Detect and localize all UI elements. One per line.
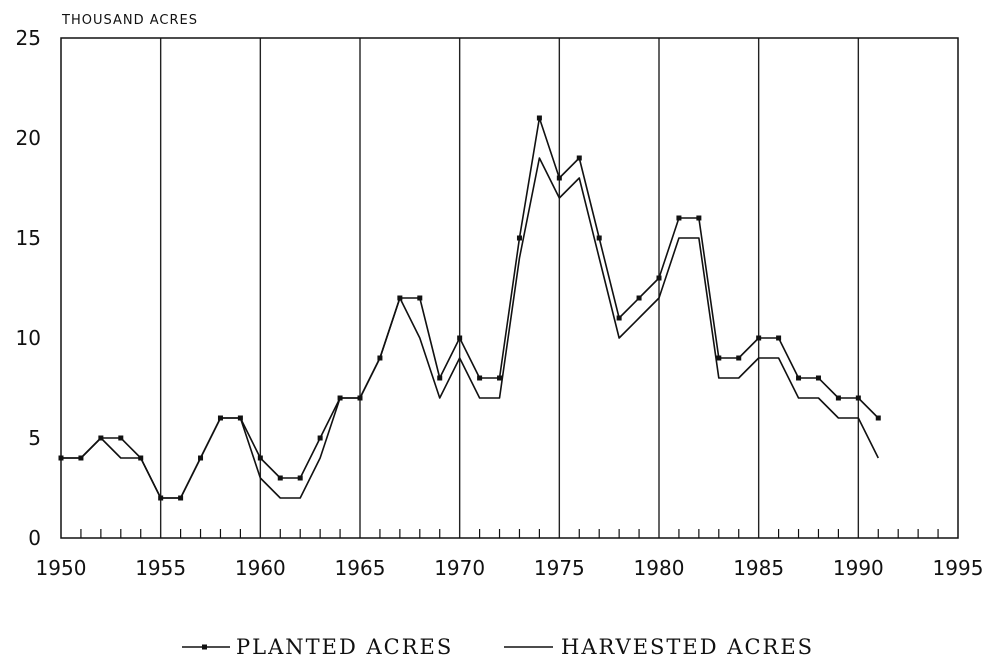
data-point-planted-acres-1982 bbox=[696, 215, 702, 221]
data-point-planted-acres-1963 bbox=[317, 435, 323, 441]
data-point-planted-acres-1988 bbox=[815, 375, 821, 381]
series-line-harvested-acres bbox=[61, 157, 879, 499]
legend-item-harvested: HARVESTED ACRES bbox=[504, 635, 814, 657]
y-tick-label-10: 10 bbox=[16, 326, 41, 350]
legend: PLANTED ACRES HARVESTED ACRES bbox=[182, 635, 814, 657]
x-tick-label-1965: 1965 bbox=[335, 556, 386, 580]
y-tick-label-20: 20 bbox=[16, 126, 41, 150]
data-point-planted-acres-1989 bbox=[835, 395, 841, 401]
y-tick-labels: 0 5 10 15 20 25 bbox=[16, 26, 41, 550]
y-axis-unit-label: THOUSAND ACRES bbox=[61, 13, 198, 28]
y-tick-label-15: 15 bbox=[16, 226, 41, 250]
data-point-planted-acres-1961 bbox=[277, 475, 283, 481]
data-point-planted-acres-1978 bbox=[616, 315, 622, 321]
minor-x-ticks bbox=[80, 529, 939, 538]
data-point-planted-acres-1980 bbox=[656, 275, 662, 281]
legend-label-planted: PLANTED ACRES bbox=[236, 635, 453, 657]
legend-marker-planted bbox=[202, 644, 207, 650]
plot-frame bbox=[60, 37, 959, 539]
data-point-planted-acres-1977 bbox=[596, 235, 602, 241]
legend-label-harvested: HARVESTED ACRES bbox=[561, 635, 814, 657]
data-point-planted-acres-1991 bbox=[875, 415, 881, 421]
data-point-planted-acres-1968 bbox=[417, 295, 423, 301]
x-tick-label-1995: 1995 bbox=[933, 556, 984, 580]
vertical-gridlines bbox=[159, 38, 860, 538]
x-tick-label-1960: 1960 bbox=[235, 556, 286, 580]
data-point-planted-acres-1969 bbox=[437, 375, 443, 381]
x-tick-label-1985: 1985 bbox=[733, 556, 784, 580]
x-tick-label-1980: 1980 bbox=[634, 556, 685, 580]
data-point-planted-acres-1983 bbox=[716, 355, 722, 361]
data-point-planted-acres-1971 bbox=[477, 375, 483, 381]
x-tick-labels: 1950 1955 1960 1965 1970 1975 1980 1985 1990 1995 bbox=[36, 556, 984, 580]
data-point-planted-acres-1970 bbox=[457, 335, 463, 341]
data-point-planted-acres-1986 bbox=[776, 335, 782, 341]
x-tick-label-1990: 1990 bbox=[833, 556, 884, 580]
data-point-planted-acres-1981 bbox=[676, 215, 682, 221]
data-point-planted-acres-1962 bbox=[297, 475, 303, 481]
data-point-planted-acres-1972 bbox=[497, 375, 503, 381]
data-point-planted-acres-1984 bbox=[736, 355, 742, 361]
series-layer bbox=[58, 115, 881, 501]
y-tick-label-5: 5 bbox=[28, 426, 41, 450]
data-point-planted-acres-1975 bbox=[556, 175, 562, 181]
data-point-planted-acres-1990 bbox=[855, 395, 861, 401]
y-tick-label-25: 25 bbox=[16, 26, 41, 50]
data-point-planted-acres-1979 bbox=[636, 295, 642, 301]
data-point-planted-acres-1973 bbox=[516, 235, 522, 241]
x-tick-label-1950: 1950 bbox=[36, 556, 87, 580]
data-point-planted-acres-1974 bbox=[536, 115, 542, 121]
series-line-planted-acres bbox=[61, 117, 879, 499]
y-tick-label-0: 0 bbox=[28, 526, 41, 550]
data-point-planted-acres-1976 bbox=[576, 155, 582, 161]
x-tick-label-1970: 1970 bbox=[434, 556, 485, 580]
x-tick-label-1975: 1975 bbox=[534, 556, 585, 580]
data-point-planted-acres-1987 bbox=[796, 375, 802, 381]
data-point-planted-acres-1960 bbox=[257, 455, 263, 461]
legend-item-planted: PLANTED ACRES bbox=[182, 635, 453, 657]
data-point-planted-acres-1985 bbox=[756, 335, 762, 341]
data-point-planted-acres-1953 bbox=[118, 435, 124, 441]
x-tick-label-1955: 1955 bbox=[135, 556, 186, 580]
